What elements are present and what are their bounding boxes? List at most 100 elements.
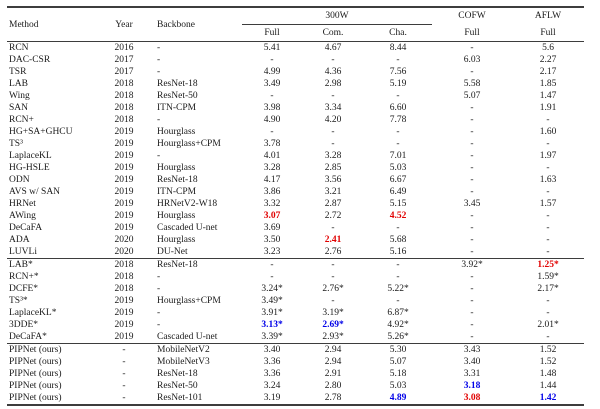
cell-aflw-full: 1.42 <box>539 393 557 403</box>
col-subheader-300w-full: Full <box>264 28 280 38</box>
cell-method: DAC-CSR <box>9 55 51 65</box>
cell-300w-full: 3.39* <box>261 332 283 342</box>
cell-backbone: - <box>145 41 242 54</box>
cell-300w-com: 3.28 <box>324 151 342 161</box>
table-row: TSR 2017 - 4.99 4.36 7.56 - 2.17 <box>7 66 584 78</box>
cell-cofw-full: - <box>470 67 474 77</box>
cell-year: 2019 <box>114 211 134 221</box>
cell-cofw-full: - <box>470 163 474 173</box>
cell-300w-com: 2.80 <box>324 381 342 391</box>
cell-method: Wing <box>9 91 30 101</box>
table-row: AVS w/ SAN 2019 ITN-CPM 3.86 3.21 6.49 - - <box>7 186 584 198</box>
table-row: ODN 2019 ResNet-18 4.17 3.56 6.67 - 1.63 <box>7 174 584 186</box>
cell-aflw-full: 2.17 <box>539 67 557 77</box>
cell-300w-cha: - <box>396 223 400 233</box>
col-header-method: Method <box>9 19 39 30</box>
cell-aflw-full: 1.97 <box>539 151 557 161</box>
cell-300w-cha: - <box>364 258 433 271</box>
cell-year: 2018 <box>114 284 134 294</box>
cell-method: 3DDE* <box>9 320 39 330</box>
cell-year: - <box>122 381 126 391</box>
cell-300w-com: 2.87 <box>324 199 342 209</box>
cell-cofw-full: 3.40 <box>463 357 481 367</box>
cell-300w-cha: 7.78 <box>389 115 407 125</box>
cell-backbone: ResNet-18 <box>157 79 198 89</box>
cell-300w-full: 3.13* <box>261 320 283 330</box>
cell-300w-com: 2.85 <box>324 163 342 173</box>
cell-method: DCFE* <box>9 284 39 294</box>
cell-year: 2018 <box>114 79 134 89</box>
col-header-aflw: AFLW <box>534 11 562 22</box>
cell-300w-full: 3.98 <box>263 103 281 113</box>
cell-method: LAB* <box>7 258 103 271</box>
cell-year: 2019 <box>114 308 134 318</box>
cell-method: LaplaceKL <box>9 151 52 161</box>
cell-cofw-full: - <box>470 127 474 137</box>
cell-backbone: - <box>157 284 161 294</box>
cell-aflw-full: 1.60 <box>539 127 557 137</box>
cell-year: 2018 <box>114 91 134 101</box>
table-row: Wing 2018 ResNet-50 - - - 5.07 1.47 <box>7 90 584 102</box>
cell-year: - <box>122 369 126 379</box>
cell-cofw-full: 5.58 <box>463 79 481 89</box>
cell-method: AWing <box>9 211 36 221</box>
cell-300w-cha: 6.60 <box>389 103 407 113</box>
cell-300w-cha: - <box>396 127 400 137</box>
table-row: PIPNet (ours) - MobileNetV3 3.36 2.94 5.07 3.4… <box>7 356 584 368</box>
cell-300w-com: 2.93* <box>322 332 344 342</box>
cell-cofw-full: - <box>470 284 474 294</box>
cell-cofw-full: - <box>470 115 474 125</box>
cell-method: PIPNet (ours) <box>9 393 62 403</box>
cell-backbone: Hourglass <box>157 127 196 137</box>
cell-backbone: MobileNetV3 <box>157 357 210 367</box>
cell-300w-cha: 5.18 <box>389 369 407 379</box>
cell-cofw-full: 3.43 <box>432 343 513 356</box>
cell-300w-full: 4.90 <box>263 115 281 125</box>
cell-backbone: Hourglass+CPM <box>157 296 221 306</box>
cell-300w-full: 3.49* <box>261 296 283 306</box>
cell-300w-full: 3.69 <box>263 223 281 233</box>
cell-300w-com: - <box>331 272 335 282</box>
cell-300w-full: - <box>270 272 274 282</box>
cell-300w-com: 2.94 <box>324 357 342 367</box>
cell-aflw-full: 1.44 <box>539 381 557 391</box>
cell-300w-cha: 6.87* <box>387 308 409 318</box>
table-row: LaplaceKL* 2019 - 3.91* 3.19* 6.87* - - <box>7 307 584 319</box>
cell-300w-cha: 5.22* <box>387 284 409 294</box>
cell-300w-com: 4.20 <box>324 115 342 125</box>
col-header-cofw: COFW <box>458 11 486 22</box>
table-row: DeCaFA 2019 Cascaded U-net 3.69 - - - - <box>7 222 584 234</box>
cell-method: PIPNet (ours) <box>9 369 62 379</box>
table-row: PIPNet (ours) - ResNet-50 3.24 2.80 5.03 3.18 1… <box>7 380 584 392</box>
cell-method: TS³* <box>9 296 28 306</box>
table-row: SAN 2018 ITN-CPM 3.98 3.34 6.60 - 1.91 <box>7 102 584 114</box>
table-row: ADA 2020 Hourglass 3.50 2.41 5.68 - - <box>7 234 584 246</box>
cell-backbone: ResNet-18 <box>157 369 198 379</box>
table-row: DCFE* 2018 - 3.24* 2.76* 5.22* - 2.17* <box>7 283 584 295</box>
cell-300w-full: 3.32 <box>263 199 281 209</box>
cell-300w-com: 3.19* <box>322 308 344 318</box>
cell-year: 2019 <box>114 163 134 173</box>
cell-aflw-full: - <box>546 139 550 149</box>
cell-method: RCN+ <box>9 115 34 125</box>
header-row-sub: Full Com. Cha. Full Full <box>7 25 584 42</box>
cell-300w-full: 3.19 <box>263 393 281 403</box>
table-row: DAC-CSR 2017 - - - - 6.03 2.27 <box>7 54 584 66</box>
cell-method: LAB <box>9 79 28 89</box>
results-table-body: RCN 2016-5.41 4.67 8.44-5.6 DAC-CSR 2017- - - -6… <box>7 41 585 406</box>
cell-method: LUVLi <box>9 247 37 257</box>
cell-cofw-full: - <box>470 223 474 233</box>
cell-cofw-full: - <box>470 151 474 161</box>
cell-300w-com: 4.36 <box>324 67 342 77</box>
cell-year: 2019 <box>114 296 134 306</box>
cell-cofw-full: - <box>470 320 474 330</box>
cell-backbone: ResNet-50 <box>157 91 198 101</box>
cell-300w-cha: - <box>396 272 400 282</box>
cell-300w-full: 4.01 <box>263 151 281 161</box>
cell-year: 2019 <box>114 127 134 137</box>
cell-300w-full: - <box>270 55 274 65</box>
table-row: RCN 2016-5.41 4.67 8.44-5.6 <box>7 41 585 54</box>
cell-method: DeCaFA <box>9 223 43 233</box>
cell-method: TSR <box>9 67 27 77</box>
cell-year: 2018 <box>114 103 134 113</box>
